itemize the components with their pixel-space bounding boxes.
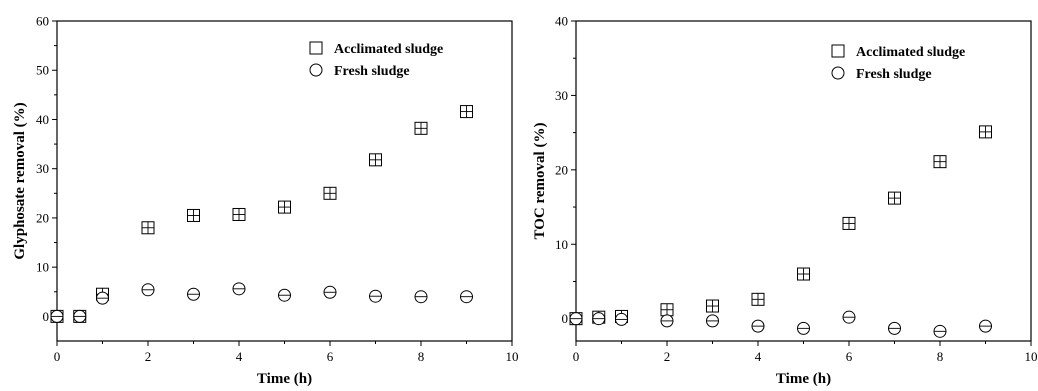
glyphosate-x-tick-label: 2 bbox=[145, 349, 152, 364]
toc-square-point bbox=[751, 292, 765, 306]
glyphosate-x-tick-label: 0 bbox=[54, 349, 61, 364]
glyphosate-x-tick-label: 6 bbox=[327, 349, 334, 364]
glyphosate-y-tick-label: 40 bbox=[36, 112, 49, 127]
glyphosate-square-point bbox=[278, 200, 291, 214]
glyphosate-y-tick-label: 50 bbox=[36, 63, 49, 78]
toc-x-tick-label: 10 bbox=[1025, 349, 1038, 364]
toc-y-tick-label: 0 bbox=[562, 311, 569, 326]
toc-circle-point bbox=[797, 321, 810, 335]
glyphosate-y-tick-label: 10 bbox=[36, 260, 49, 275]
glyphosate-x-tick-label: 8 bbox=[418, 349, 425, 364]
glyphosate-legend-label: Fresh sludge bbox=[334, 64, 410, 79]
toc-circle-point bbox=[706, 314, 719, 328]
glyphosate-circle-point bbox=[278, 288, 291, 302]
toc-square-point bbox=[888, 191, 901, 205]
glyphosate-series-square bbox=[50, 105, 473, 323]
toc-circle-point bbox=[888, 321, 901, 335]
toc-x-tick-label: 6 bbox=[846, 349, 853, 364]
glyphosate-legend-label: Acclimated sludge bbox=[334, 42, 443, 57]
toc-y-tick-label: 10 bbox=[555, 237, 568, 252]
toc-square-point bbox=[706, 299, 719, 313]
toc-square-point bbox=[979, 125, 992, 139]
toc-legend-label: Acclimated sludge bbox=[856, 45, 965, 60]
glyphosate-x-tick-label: 4 bbox=[236, 349, 243, 364]
glyphosate-y-axis-title: Glyphosate removal (%) bbox=[12, 102, 28, 259]
toc-square-point bbox=[933, 155, 947, 169]
glyphosate-x-tick-label: 10 bbox=[506, 349, 519, 364]
glyphosate-y-tick-label: 20 bbox=[36, 210, 49, 225]
glyphosate-circle-point bbox=[323, 285, 337, 299]
glyphosate-legend-square-symbol bbox=[309, 41, 323, 55]
glyphosate-x-axis-title: Time (h) bbox=[257, 371, 312, 387]
toc-y-tick-label: 30 bbox=[555, 88, 568, 103]
toc-square-point bbox=[660, 303, 674, 317]
toc-circle-point bbox=[842, 310, 856, 324]
glyphosate-square-point bbox=[414, 121, 428, 135]
glyphosate-square-point bbox=[323, 186, 337, 200]
glyphosate-circle-point bbox=[232, 282, 246, 296]
toc-circle-point bbox=[933, 324, 947, 338]
toc-square-point bbox=[797, 267, 810, 281]
glyphosate-circle-point bbox=[73, 309, 87, 323]
glyphosate-circle-point bbox=[369, 289, 382, 303]
glyphosate-legend-circle-symbol bbox=[309, 63, 323, 77]
toc-legend-label: Fresh sludge bbox=[856, 67, 932, 82]
toc-series-square bbox=[569, 125, 992, 326]
toc-y-axis-title: TOC removal (%) bbox=[532, 123, 548, 240]
toc-y-tick-label: 20 bbox=[555, 162, 568, 177]
glyphosate-square-point bbox=[232, 207, 246, 221]
toc-x-axis-title: Time (h) bbox=[776, 371, 831, 387]
glyphosate-square-point bbox=[369, 153, 382, 167]
glyphosate-y-tick-label: 60 bbox=[36, 14, 49, 29]
toc-x-tick-label: 4 bbox=[755, 349, 762, 364]
glyphosate-circle-point bbox=[460, 290, 473, 304]
glyphosate-circle-point bbox=[96, 291, 109, 305]
toc-circle-point bbox=[979, 319, 992, 333]
toc-legend-square-symbol bbox=[831, 44, 845, 58]
toc-circle-point bbox=[751, 319, 765, 333]
glyphosate-square-point bbox=[187, 208, 200, 222]
toc-x-tick-label: 2 bbox=[664, 349, 671, 364]
toc-square-point bbox=[842, 216, 856, 230]
glyphosate-circle-point bbox=[187, 287, 200, 301]
toc-x-tick-label: 8 bbox=[937, 349, 944, 364]
toc-circle-point bbox=[569, 312, 583, 326]
glyphosate-legend: Acclimated sludge Fresh sludge bbox=[309, 41, 443, 79]
toc-x-tick-label: 0 bbox=[573, 349, 580, 364]
glyphosate-y-tick-label: 0 bbox=[43, 309, 50, 324]
toc-plot-frame bbox=[575, 20, 1032, 342]
toc-legend: Acclimated sludge Fresh sludge bbox=[831, 44, 965, 82]
toc-removal-chart: 0 2 4 6 8 10 0 10 20 30 40 Time (h) TOC removal (%) A… bbox=[532, 14, 1038, 388]
glyphosate-square-point bbox=[141, 221, 155, 235]
glyphosate-square-point bbox=[460, 105, 473, 119]
glyphosate-circle-point bbox=[414, 290, 428, 304]
glyphosate-series-circle bbox=[50, 282, 473, 323]
glyphosate-y-tick-label: 30 bbox=[36, 161, 49, 176]
toc-y-tick-label: 40 bbox=[555, 14, 568, 29]
glyphosate-circle-point bbox=[141, 283, 155, 297]
glyphosate-removal-chart: 0 2 4 6 8 10 0 10 20 30 40 50 60 Time (h) Glyphosate r… bbox=[12, 14, 519, 388]
glyphosate-circle-point bbox=[50, 309, 64, 323]
toc-legend-circle-symbol bbox=[831, 66, 845, 80]
toc-series-circle bbox=[569, 310, 992, 338]
toc-circle-point bbox=[615, 312, 628, 326]
toc-circle-point bbox=[660, 314, 674, 328]
toc-circle-point bbox=[592, 312, 606, 326]
